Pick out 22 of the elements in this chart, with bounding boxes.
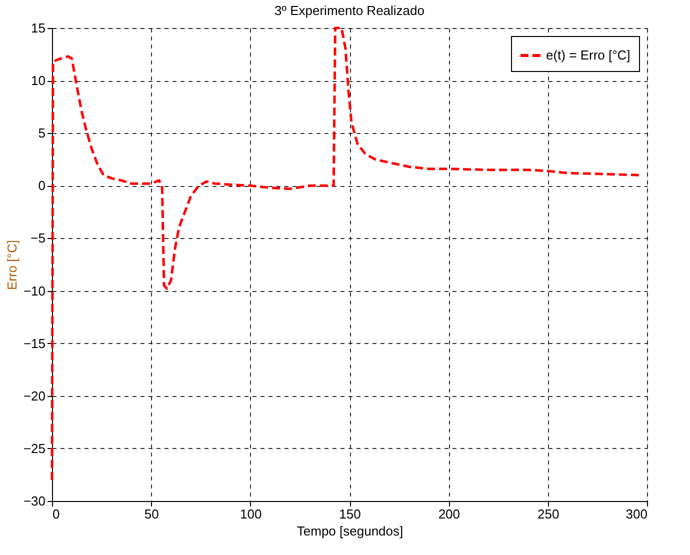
line-series [50, 26, 640, 482]
x-tick-label: 200 [438, 506, 460, 522]
y-tick-label: −5 [30, 230, 46, 246]
x-tick-label: 100 [240, 506, 262, 522]
legend-label: e(t) = Erro [°C] [546, 48, 630, 62]
x-tick-label: 0 [52, 506, 60, 522]
y-tick-label: −10 [23, 283, 46, 298]
y-tick-label: 10 [31, 73, 46, 88]
x-tick-label: 250 [537, 506, 560, 522]
y-tick-label: 0 [38, 178, 46, 194]
x-tick-label: 150 [339, 506, 361, 522]
x-tick-label: 50 [144, 506, 159, 522]
y-tick-label: 15 [31, 20, 46, 36]
y-tick-label: −15 [23, 336, 46, 351]
y-tick-label: 5 [38, 126, 46, 141]
y-tick-label: −25 [23, 440, 46, 456]
x-axis-title: Tempo [segundos] [296, 524, 404, 538]
chart-title: 3º Experimento Realizado [274, 3, 424, 18]
y-tick-label: −30 [23, 494, 46, 508]
y-axis-title: Erro [°C] [4, 240, 20, 290]
y-tick-label: −20 [23, 388, 46, 404]
x-tick-label: 300 [626, 506, 648, 522]
